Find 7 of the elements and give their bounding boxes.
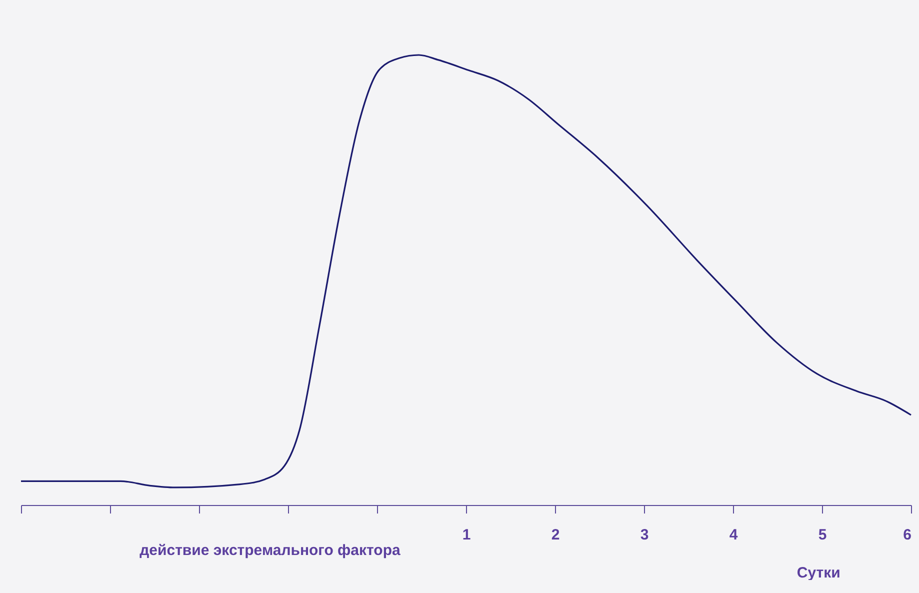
x-tick-label: 6: [903, 526, 912, 544]
x-tick-label: 1: [462, 526, 471, 544]
x-tick-label: 2: [551, 526, 560, 544]
x-tick-label: 4: [729, 526, 738, 544]
text: действие экстремального фактора: [138, 541, 402, 561]
x-tick-label: 5: [818, 526, 827, 544]
x-tick-label: 3: [640, 526, 649, 544]
